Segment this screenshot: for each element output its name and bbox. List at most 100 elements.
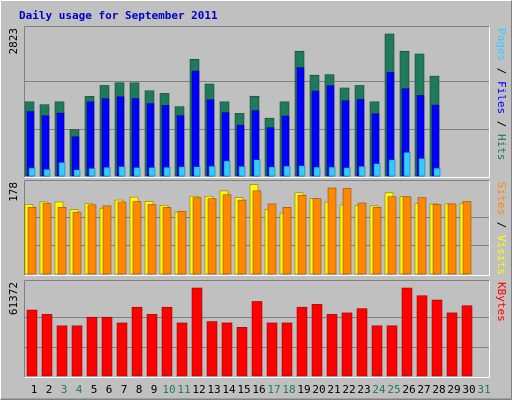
pages-bar [58,162,66,177]
legend-entry: Pages [495,28,508,61]
chart-title: Daily usage for September 2011 [19,9,218,22]
sites-bar [102,205,112,275]
pages-bar [178,166,186,177]
kbytes-bar [86,316,98,377]
day-label: 17 [267,383,280,396]
kbytes-bar [266,322,278,377]
day-label: 25 [387,383,400,396]
pages-bar [223,160,231,177]
files-bar [206,99,215,177]
kbytes-bar [236,326,248,377]
day-label: 6 [106,383,113,396]
pages-bar [283,165,291,177]
kbytes-bar [56,325,68,377]
pages-bar [103,167,111,177]
sites-bar [357,202,367,275]
pages-bar [118,166,126,177]
day-label: 3 [61,383,68,396]
pages-bar [433,167,441,177]
files-bar [161,105,170,177]
sites-bar [132,201,142,275]
kbytes-bar [356,308,368,377]
sites-bar [42,203,52,275]
sites-bar [237,199,247,275]
pages-bar [403,152,411,177]
sites-bar [282,207,292,275]
panel-0-ymax-label: 2823 [7,28,20,55]
kbytes-bar [161,306,173,377]
sites-bar [297,194,307,275]
pages-bar [253,159,261,177]
legend-entry: Hits [495,134,508,161]
x-axis-day-labels: 1 2 3 4 5 6 7 8 9 10 11 12 13 14 15 16 17 18 19 20 21 22 23 24 2… [31,383,491,396]
day-label: 19 [297,383,310,396]
kbytes-bar [341,312,353,377]
kbytes-bar [26,309,38,377]
kbytes-bar [116,322,128,377]
files-bar [326,85,335,177]
pages-bar [388,159,396,177]
pages-bar [28,167,36,177]
kbytes-bar [386,325,398,377]
kbytes-bar [251,301,263,377]
sites-bar [57,207,67,275]
sites-bar [27,207,37,275]
kbytes-bar [416,295,428,377]
day-label: 30 [462,383,475,396]
pages-bar [133,167,141,177]
day-label: 29 [447,383,460,396]
panel-2-ymax-label: 61372 [7,282,20,315]
pages-bar [193,166,201,177]
files-bar [431,104,440,177]
files-bar [311,90,320,177]
kbytes-bar [101,316,113,377]
pages-bar [373,163,381,177]
pages-bar [298,165,306,177]
pages-bar [343,167,351,177]
pages-bar [88,168,96,177]
day-label: 31 [477,383,490,396]
kbytes-bar [401,287,413,377]
day-label: 15 [237,383,250,396]
files-bar [101,98,110,177]
pages-bar [313,166,321,177]
day-label: 22 [342,383,355,396]
files-bar [341,100,350,177]
sites-bar [462,201,472,275]
files-bar [146,103,155,177]
day-label: 1 [31,383,38,396]
panels-layer: 2823 Pages / Files / Hits 178 Sites / Visit… [7,26,508,378]
legend-entry: Sites [495,182,508,215]
files-bar [116,96,125,177]
kbytes-bar [431,299,443,377]
sites-bar [87,204,97,275]
files-bar [41,115,50,177]
pages-bar [268,166,276,177]
legend-entry: / [495,61,508,81]
kbytes-bar [296,306,308,377]
sites-bar [72,211,82,275]
sites-bar [222,194,232,275]
day-label: 23 [357,383,370,396]
kbytes-bar [146,314,158,377]
pages-bar [328,166,336,177]
sites-bar [312,198,322,275]
kbytes-bar [311,304,323,377]
legend-entry: Files [495,81,508,114]
pages-bar [358,166,366,177]
day-label: 12 [192,383,205,396]
sites-bar [207,198,217,275]
pages-bar [208,166,216,177]
sites-bar [387,196,397,275]
legend-entry: / [495,215,508,235]
day-label: 2 [46,383,53,396]
day-label: 4 [76,383,83,396]
pages-bar [43,169,51,177]
day-label: 5 [91,383,98,396]
day-label: 14 [222,383,236,396]
pages-bar [163,167,171,177]
day-label: 10 [162,383,175,396]
kbytes-bar [446,312,458,377]
